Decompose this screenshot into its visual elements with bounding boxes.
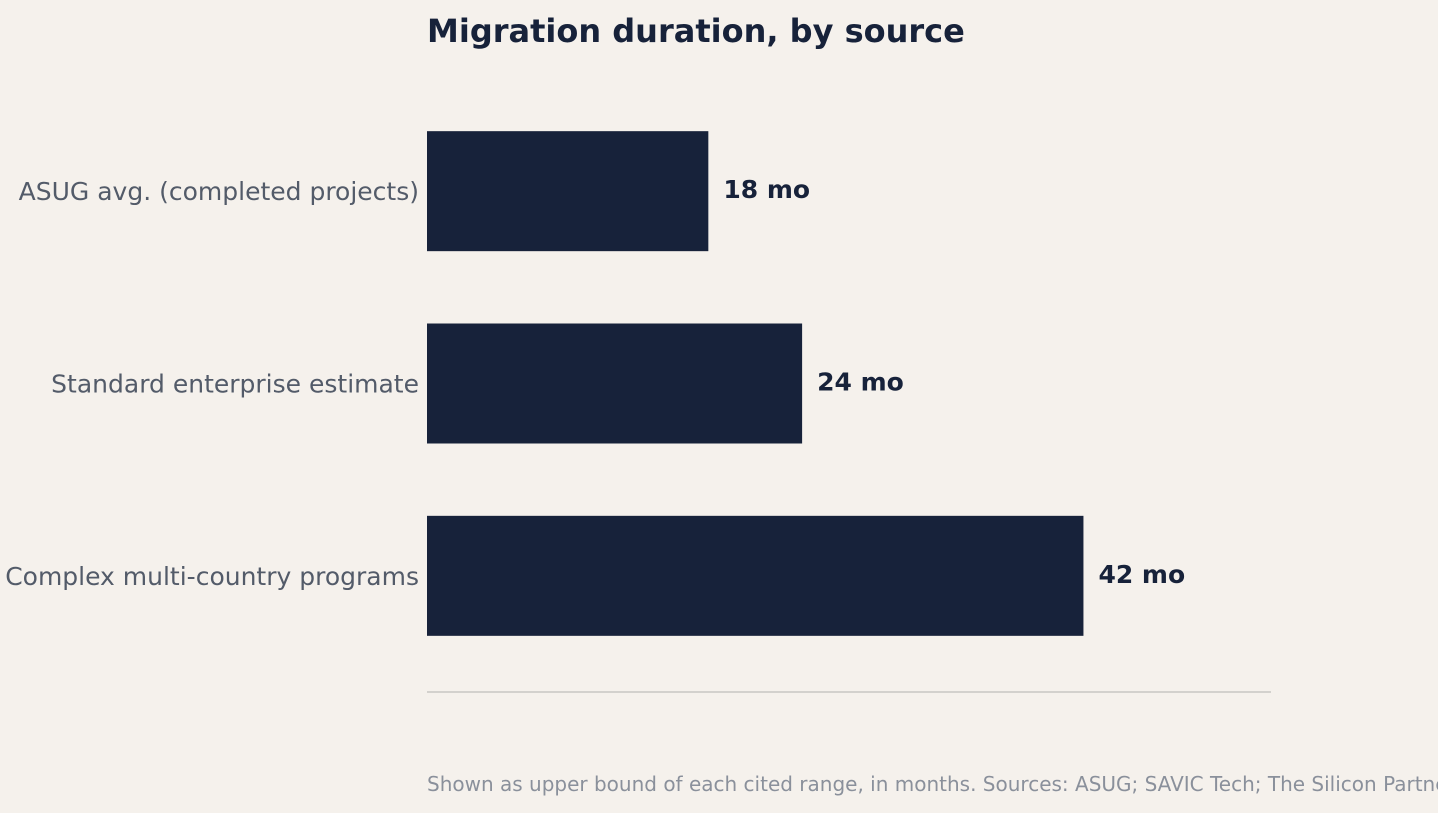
value-label: 24 mo bbox=[817, 368, 904, 397]
value-label: 42 mo bbox=[1098, 560, 1185, 589]
bar bbox=[427, 515, 1084, 636]
value-label: 18 mo bbox=[723, 175, 810, 204]
bar bbox=[427, 131, 709, 252]
bar bbox=[427, 323, 803, 444]
category-label: ASUG avg. (completed projects) bbox=[19, 177, 419, 206]
chart-title: Migration duration, by source bbox=[427, 12, 965, 50]
bar-group: ASUG avg. (completed projects) 18 mo Stand… bbox=[5, 131, 1185, 636]
category-label: Standard enterprise estimate bbox=[51, 370, 419, 399]
category-label: Complex multi-country programs bbox=[5, 562, 419, 591]
chart-footnote: Shown as upper bound of each cited range… bbox=[427, 772, 1438, 796]
